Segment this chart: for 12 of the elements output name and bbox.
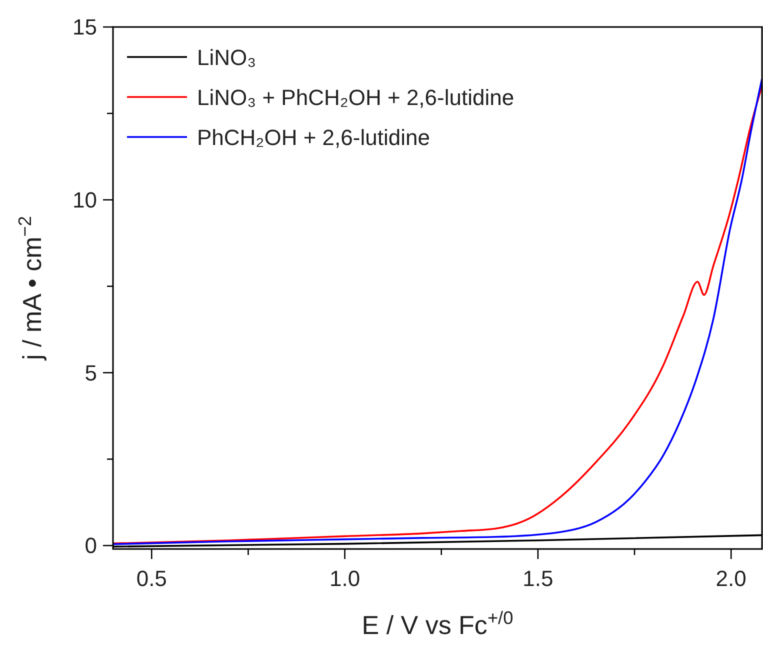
- x-tick-label: 1.0: [329, 566, 360, 591]
- y-tick-label: 10: [72, 188, 97, 213]
- x-axis-title: E / V vs Fc$^{+/0}$: [362, 608, 514, 640]
- legend-label: PhCH₂OH + 2,6-lutidine: [197, 125, 430, 150]
- y-tick-label: 5: [84, 360, 97, 386]
- x-tick-label: 2.0: [716, 566, 746, 591]
- x-tick-label: 1.5: [522, 566, 554, 591]
- legend-label: LiNO₃ + PhCH₂OH + 2,6-lutidine: [197, 85, 514, 110]
- legend-label: LiNO₃: [197, 45, 256, 70]
- x-tick-label: 0.5: [136, 566, 167, 591]
- y-tick-label: 0: [84, 533, 97, 558]
- y-tick-label: 15: [72, 14, 97, 40]
